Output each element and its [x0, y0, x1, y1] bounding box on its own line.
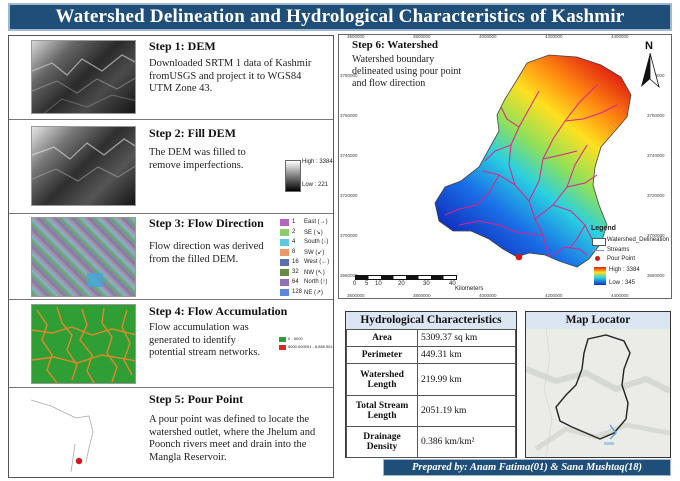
left-tick: 3680000: [340, 273, 358, 278]
steps-panel: Step 1: DEM Downloaded SRTM 1 data of Ka…: [8, 35, 334, 478]
fd-legend-item: 1 East (→): [280, 218, 332, 228]
left-tick: 3720000: [340, 193, 358, 198]
step-2-title: Step 2: Fill DEM: [149, 126, 236, 140]
hydro-table: Area 5309.37 sq km Perimeter 449.31 km W…: [346, 329, 516, 458]
legend-pour-point: Pour Point: [607, 256, 636, 262]
scale-bar: 0 5 10 20 30 40 Kilometers: [353, 275, 483, 295]
top-tick: 4400000: [611, 34, 629, 39]
bottom-tick: 3600000: [347, 293, 365, 298]
flow-direction-image: [31, 217, 136, 297]
hydro-characteristics-panel: Hydrological Characteristics Area 5309.3…: [345, 311, 517, 458]
right-tick: 3760000: [647, 113, 665, 118]
top-tick: 3800000: [413, 34, 431, 39]
table-row: Perimeter 449.31 km: [346, 346, 516, 364]
right-tick: 3720000: [647, 193, 665, 198]
fill-legend-ramp: [285, 160, 301, 192]
table-row: Watershed Length 219.99 km: [346, 363, 516, 396]
bottom-tick: 4400000: [611, 293, 629, 298]
dem-image: [31, 40, 136, 114]
bottom-tick: 4200000: [545, 293, 563, 298]
fill-legend-low: Low : 221: [302, 182, 329, 188]
dem-texture: [32, 54, 135, 113]
left-tick: 3780000: [340, 73, 358, 78]
step-2-desc: The DEM was filled to remove imperfectio…: [149, 147, 246, 171]
map-legend: Legend Watershed_Delineation Streams Pou…: [589, 225, 671, 295]
legend-boundary: Watershed_Delineation: [607, 237, 670, 243]
stream-network: [444, 84, 618, 258]
pour-point-marker: [515, 253, 523, 261]
step-2-fill-dem: Step 2: Fill DEM The DEM was filled to r…: [9, 120, 333, 214]
fd-legend-item: 8 SW (↙): [280, 248, 332, 258]
fill-dem-texture: [32, 138, 135, 182]
watershed-map: [434, 54, 632, 285]
left-tick: 3700000: [340, 233, 358, 238]
north-arrow: N: [639, 40, 661, 89]
fd-legend-item: 2 SE (↘): [280, 228, 332, 238]
north-label: N: [645, 40, 653, 52]
table-row: Drainage Density 0.386 km/km²: [346, 426, 516, 458]
north-arrow-icon: [641, 53, 660, 89]
map-locator-panel: Map Locator: [525, 311, 671, 458]
step-6-title: Step 6: Watershed: [352, 39, 438, 51]
step-3-desc: Flow direction was derived from the fill…: [149, 241, 264, 265]
page-title: Watershed Delineation and Hydrological C…: [8, 3, 672, 31]
pour-point-marker: [75, 457, 83, 465]
watershed-map-panel: 3600000 3800000 4000000 4200000 4400000 …: [338, 34, 672, 299]
step-4-flow-accumulation: Step 4: Flow Accumulation Flow accumulat…: [9, 300, 333, 388]
step-5-pour-point: Step 5: Pour Point A pour point was defi…: [9, 388, 333, 477]
legend-high: High : 3384: [609, 267, 640, 273]
left-tick: 3740000: [340, 153, 358, 158]
elevation-ramp: [594, 267, 606, 285]
legend-streams: Streams: [607, 247, 630, 253]
bottom-tick: 4000000: [479, 293, 497, 298]
flow-acc-legend: 0 - 5000 5000.000001 - 8,885,961: [279, 336, 333, 356]
step-6-desc: Watershed boundary delineated using pour…: [352, 54, 462, 89]
legend-title: Legend: [591, 225, 616, 232]
right-tick: 3740000: [647, 153, 665, 158]
legend-low: Low : 345: [609, 280, 636, 286]
hydro-title: Hydrological Characteristics: [346, 312, 516, 330]
bottom-tick: 3800000: [413, 293, 431, 298]
step-1-dem: Step 1: DEM Downloaded SRTM 1 data of Ka…: [9, 36, 333, 120]
fd-legend-item: 16 West (←): [280, 258, 332, 268]
pour-point-image: [31, 392, 136, 472]
fd-legend-item: 64 North (↑): [280, 278, 332, 288]
top-tick: 3600000: [347, 34, 365, 39]
step-1-title: Step 1: DEM: [149, 39, 216, 53]
right-tick: 3680000: [647, 273, 665, 278]
step-3-title: Step 3: Flow Direction: [149, 216, 264, 230]
table-row: Total Stream Length 2051.19 km: [346, 395, 516, 427]
credits-footer: Prepared by: Anam Fatima(01) & Sana Mush…: [383, 459, 671, 476]
fd-legend-item: 4 South (↓): [280, 238, 332, 248]
fill-dem-image: [31, 126, 136, 206]
fd-legend-item: 32 NW (↖): [280, 268, 332, 278]
locator-map: [526, 329, 670, 457]
step-3-flow-direction: Step 3: Flow Direction Flow direction wa…: [9, 214, 333, 300]
step-1-desc: Downloaded SRTM 1 data of Kashmir fromUS…: [149, 58, 312, 94]
flow-direction-texture: [87, 273, 103, 287]
right-tick: 3700000: [647, 233, 665, 238]
flow-accumulation-texture: [32, 306, 135, 383]
left-tick: 3760000: [340, 113, 358, 118]
locator-boundary: [555, 334, 631, 440]
top-tick: 4000000: [479, 34, 497, 39]
fill-legend-high: High : 3384: [302, 159, 333, 165]
step-5-desc: A pour point was defined to locate the w…: [149, 414, 316, 463]
fd-legend-item: 128 NE (↗): [280, 288, 332, 298]
top-tick: 4200000: [545, 34, 563, 39]
table-row: Area 5309.37 sq km: [346, 329, 516, 347]
locator-title: Map Locator: [526, 312, 670, 330]
watershed-boundary: [434, 54, 632, 268]
flow-direction-legend: 1 East (→) 2 SE (↘) 4 South (↓) 8 SW (↙)…: [280, 218, 332, 298]
flow-accumulation-image: [31, 304, 136, 384]
step-4-desc: Flow accumulation was generated to ident…: [149, 322, 261, 358]
step-5-title: Step 5: Pour Point: [149, 392, 244, 406]
step-4-title: Step 4: Flow Accumulation: [149, 304, 288, 318]
pour-point-streams: [31, 399, 94, 472]
